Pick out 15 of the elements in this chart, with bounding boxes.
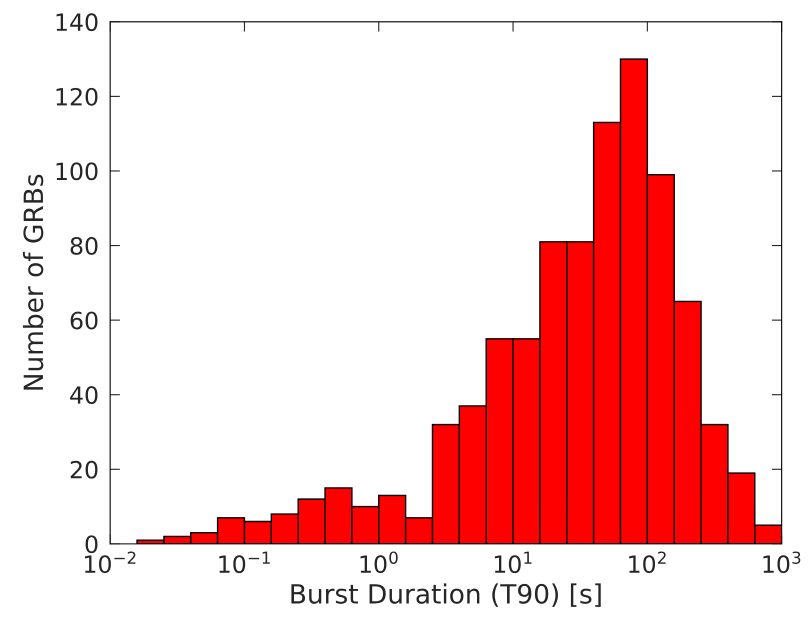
x-tick-label: 10$^{0}$	[360, 551, 398, 574]
y-tick-label: 0	[86, 535, 98, 554]
x-tick-label: 10$^{1}$	[494, 552, 532, 574]
y-tick-label: 20	[70, 460, 98, 479]
y-axis-title: Number of GRBs	[22, 174, 44, 390]
y-tick-label: 120	[56, 88, 98, 106]
x-tick-label: 10$^{3}$	[763, 551, 800, 574]
y-tick-label: 80	[70, 236, 98, 255]
y-tick-label: 60	[70, 312, 98, 330]
x-axis-title: Burst Duration (T90) [s]	[291, 583, 601, 607]
y-tick-label: 140	[56, 13, 98, 32]
y-tick-label: 100	[56, 162, 98, 180]
y-tick-label: 40	[70, 386, 98, 404]
x-tick-label: 10$^{2}$	[629, 551, 666, 574]
x-tick-label: 10$^{−1}$	[219, 552, 270, 574]
